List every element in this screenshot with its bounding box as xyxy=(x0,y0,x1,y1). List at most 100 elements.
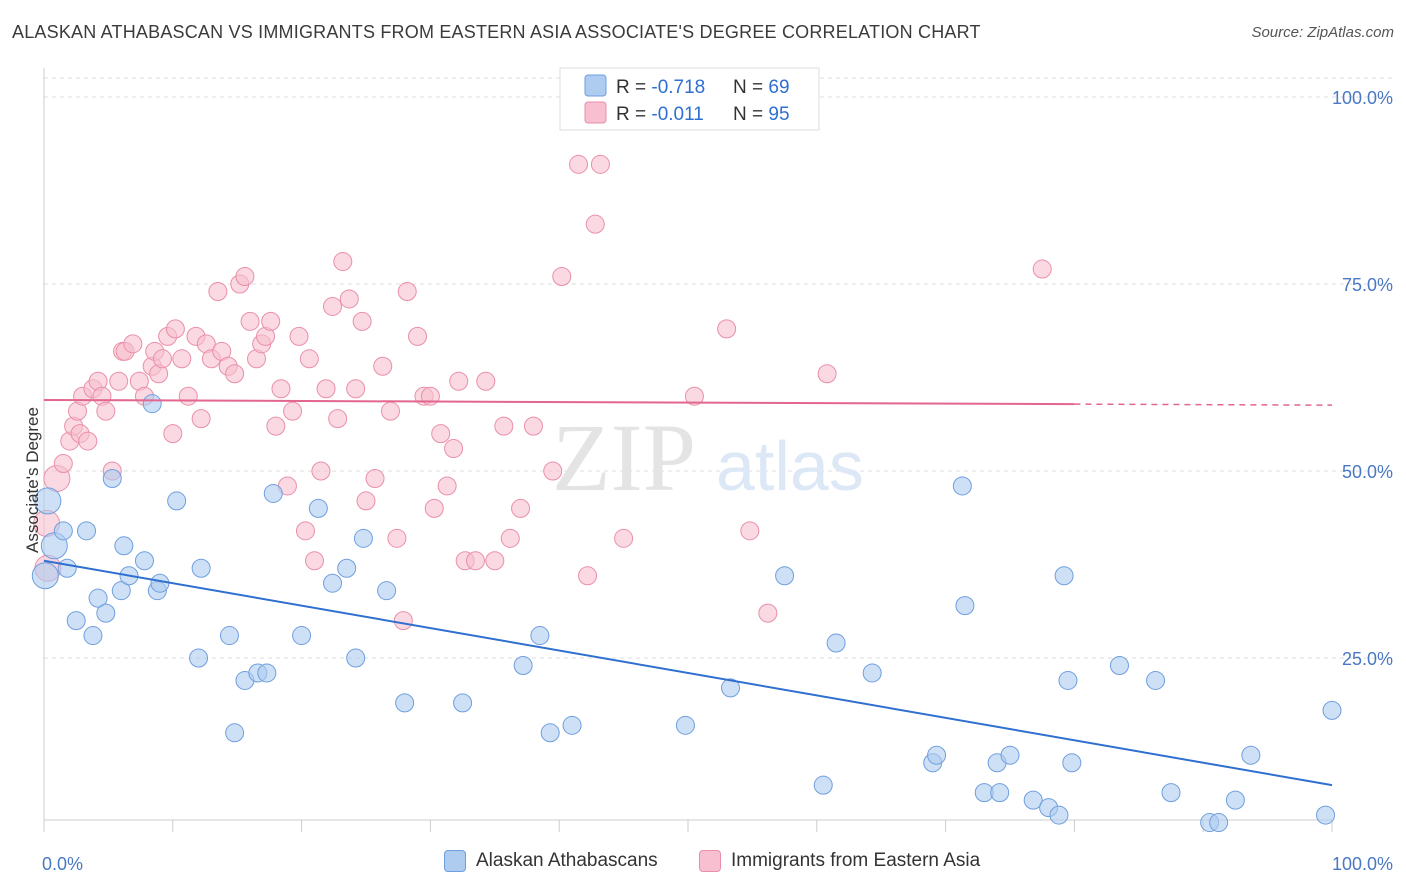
series-immigrants-eastern-asia xyxy=(33,154,1052,631)
point-pink-83 xyxy=(523,416,543,436)
point-pink-78 xyxy=(476,371,496,391)
point-blue-48 xyxy=(955,596,975,616)
point-pink-61 xyxy=(356,491,376,511)
point-pink-49 xyxy=(289,326,309,346)
point-blue-63 xyxy=(1209,813,1229,833)
trend-line-pink xyxy=(43,398,1075,406)
point-blue-53 xyxy=(1023,790,1043,810)
series-legend-item-pink: Immigrants from Eastern Asia xyxy=(699,850,980,872)
point-pink-63 xyxy=(373,356,393,376)
point-blue-64 xyxy=(1225,790,1245,810)
point-pink-57 xyxy=(333,252,353,272)
legend-n-value-2: 95 xyxy=(768,104,789,125)
point-pink-51 xyxy=(299,349,319,369)
point-pink-75 xyxy=(449,371,469,391)
point-blue-27 xyxy=(308,498,328,518)
point-blue-60 xyxy=(1146,670,1166,690)
point-blue-29 xyxy=(337,558,357,578)
legend-r-value-1: -0.718 xyxy=(651,77,705,98)
point-blue-30 xyxy=(346,648,366,668)
point-pink-77 xyxy=(465,551,485,571)
point-pink-9 xyxy=(78,431,98,451)
point-pink-73 xyxy=(437,476,457,496)
y-tick-label-3: 100.0% xyxy=(1332,88,1393,108)
point-pink-26 xyxy=(163,424,183,444)
point-blue-21 xyxy=(225,723,245,743)
point-blue-36 xyxy=(530,626,550,646)
point-blue-17 xyxy=(167,491,187,511)
axes xyxy=(43,68,1333,832)
point-blue-58 xyxy=(1062,753,1082,773)
point-pink-71 xyxy=(424,498,444,518)
point-pink-58 xyxy=(339,289,359,309)
point-blue-40 xyxy=(721,678,741,698)
point-pink-82 xyxy=(511,498,531,518)
point-pink-60 xyxy=(352,311,372,331)
trend-line-pink-extension xyxy=(1074,403,1333,406)
point-blue-65 xyxy=(1241,745,1261,765)
watermark-zip: ZIP xyxy=(552,404,696,511)
point-pink-46 xyxy=(271,379,291,399)
point-pink-27 xyxy=(165,319,185,339)
legend-n-label-1: N = xyxy=(733,77,768,98)
legend-n-value-1: 69 xyxy=(768,77,789,98)
point-blue-18 xyxy=(189,648,209,668)
point-pink-62 xyxy=(365,468,385,488)
point-blue-11 xyxy=(114,536,134,556)
point-pink-52 xyxy=(304,551,324,571)
point-pink-85 xyxy=(552,267,572,287)
point-pink-67 xyxy=(397,281,417,301)
source-credit: Source: ZipAtlas.com xyxy=(1251,24,1394,41)
point-blue-43 xyxy=(826,633,846,653)
point-blue-67 xyxy=(1322,700,1342,720)
point-pink-56 xyxy=(328,409,348,429)
point-blue-55 xyxy=(1049,805,1069,825)
point-pink-91 xyxy=(684,386,704,406)
legend-swatch-pink xyxy=(584,101,607,124)
point-pink-29 xyxy=(178,386,198,406)
point-pink-28 xyxy=(172,349,192,369)
point-pink-86 xyxy=(569,154,589,174)
point-blue-20 xyxy=(219,626,239,646)
point-blue-57 xyxy=(1058,670,1078,690)
point-pink-53 xyxy=(311,461,331,481)
point-pink-80 xyxy=(494,416,514,436)
point-pink-48 xyxy=(283,401,303,421)
x-tick-label-1: 100.0% xyxy=(1332,854,1393,874)
point-blue-6 xyxy=(83,626,103,646)
point-blue-9 xyxy=(102,468,122,488)
gridlines xyxy=(44,77,1392,659)
point-pink-15 xyxy=(109,371,129,391)
y-tick-label-2: 75.0% xyxy=(1342,275,1393,295)
point-blue-51 xyxy=(990,783,1010,803)
watermark: ZIP atlas xyxy=(552,404,864,511)
point-blue-8 xyxy=(96,603,116,623)
series-alaskan-athabascans xyxy=(31,394,1342,833)
series-swatch-pink xyxy=(699,850,721,872)
series-legend-item-blue: Alaskan Athabascans xyxy=(444,850,658,872)
point-blue-56 xyxy=(1054,566,1074,586)
point-pink-88 xyxy=(585,214,605,234)
point-pink-81 xyxy=(500,528,520,548)
point-blue-4 xyxy=(66,611,86,631)
point-blue-44 xyxy=(862,663,882,683)
point-pink-89 xyxy=(590,154,610,174)
series-legend-label-blue: Alaskan Athabascans xyxy=(476,850,658,871)
legend-r-value-2: -0.011 xyxy=(651,104,703,125)
point-pink-3 xyxy=(53,454,73,474)
tick-labels: 25.0% 50.0% 75.0% 100.0% 0.0% 100.0% xyxy=(42,88,1393,874)
point-pink-92 xyxy=(717,319,737,339)
point-blue-68 xyxy=(31,562,59,590)
point-pink-95 xyxy=(817,364,837,384)
point-blue-0 xyxy=(34,487,62,515)
point-blue-66 xyxy=(1316,805,1336,825)
point-pink-31 xyxy=(191,409,211,429)
point-blue-31 xyxy=(353,528,373,548)
point-blue-7 xyxy=(88,588,108,608)
point-pink-72 xyxy=(431,424,451,444)
point-pink-93 xyxy=(740,521,760,541)
point-blue-35 xyxy=(513,655,533,675)
point-blue-46 xyxy=(927,745,947,765)
point-blue-38 xyxy=(562,715,582,735)
